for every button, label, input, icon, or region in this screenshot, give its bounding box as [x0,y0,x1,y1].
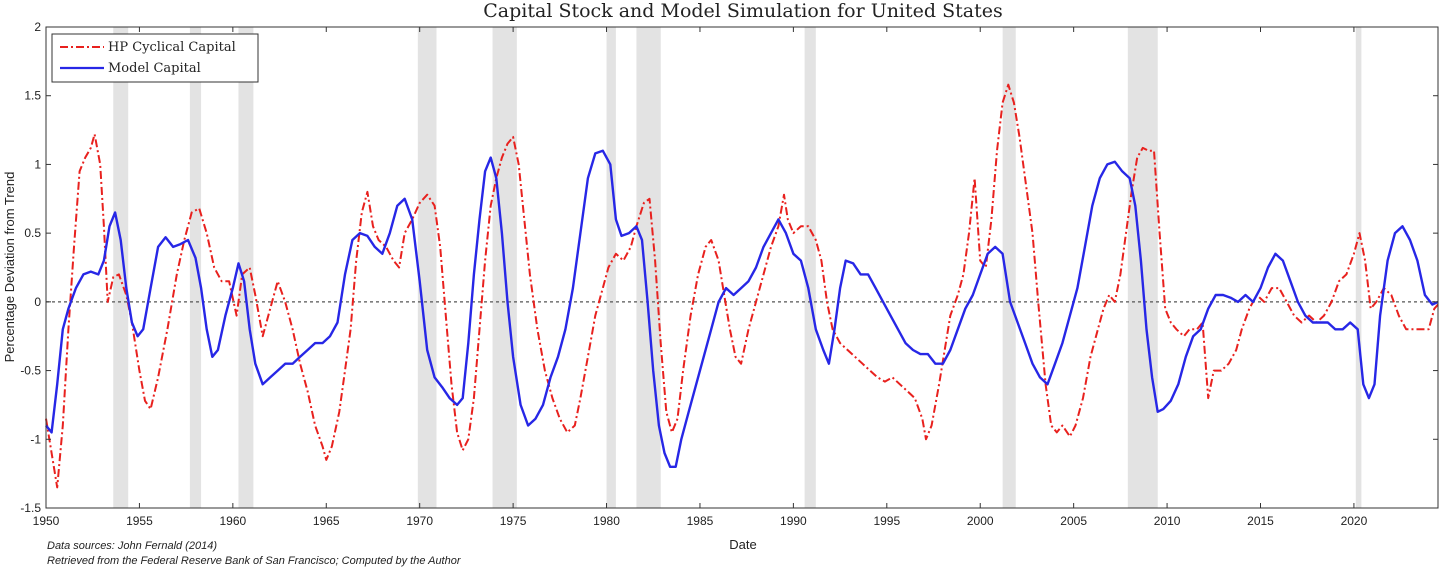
plot-frame [45,26,1439,509]
x-tick-label: 2010 [1154,514,1181,528]
x-tick-label: 2015 [1247,514,1274,528]
recession-band [1355,27,1362,508]
chart-title: Capital Stock and Model Simulation for U… [483,0,1002,22]
y-tick-label: 0 [34,295,41,309]
recession-band [113,27,129,508]
y-tick-label: 2 [34,20,41,34]
series-lines [45,83,1439,489]
x-tick-label: 1975 [500,514,527,528]
legend-label-model-capital: Model Capital [108,61,201,76]
x-tick-label: 2005 [1060,514,1087,528]
footnote-retrieval: Retrieved from the Federal Reserve Bank … [47,555,462,567]
x-tick-label: 1960 [219,514,246,528]
x-tick-label: 1990 [780,514,807,528]
recession-band [636,27,661,508]
x-tick-label: 1950 [33,514,60,528]
recession-band [417,27,437,508]
y-axis-ticks: -1.5 -1 -0.5 0 0.5 1 1.5 2 [20,20,1438,515]
x-axis-label: Date [729,537,756,552]
y-tick-label: 1 [34,157,41,171]
x-tick-label: 1995 [873,514,900,528]
legend-box [51,33,259,83]
x-tick-label: 1970 [406,514,433,528]
x-tick-label: 2000 [967,514,994,528]
x-tick-label: 1980 [593,514,620,528]
recession-band [189,27,202,508]
recession-band [238,27,254,508]
recession-band [1127,27,1158,508]
recession-band [606,27,616,508]
recession-shading [113,27,1362,508]
series-line-hp-cyclical-capital [45,83,1439,489]
y-tick-label: 1.5 [24,89,41,103]
x-axis-ticks: 1950 1955 1960 1965 1970 1975 1980 1985 1990 1995… [33,27,1368,528]
y-tick-label: -0.5 [20,364,41,378]
y-tick-label: -1.5 [20,501,41,515]
legend-label-hp-cyclical-capital: HP Cyclical Capital [108,40,236,55]
y-tick-label: -1 [30,432,41,446]
recession-band [1002,27,1016,508]
legend: HP Cyclical Capital Model Capital [51,33,259,83]
series-line-model-capital [45,149,1439,468]
x-tick-label: 1955 [126,514,153,528]
recession-band [804,27,816,508]
x-tick-label: 1985 [687,514,714,528]
y-axis-label: Percentage Deviation from Trend [2,172,17,363]
x-tick-label: 2020 [1341,514,1368,528]
footnote-data-sources: Data sources: John Fernald (2014) [47,540,217,552]
y-tick-label: 0.5 [24,226,41,240]
x-tick-label: 1965 [313,514,340,528]
